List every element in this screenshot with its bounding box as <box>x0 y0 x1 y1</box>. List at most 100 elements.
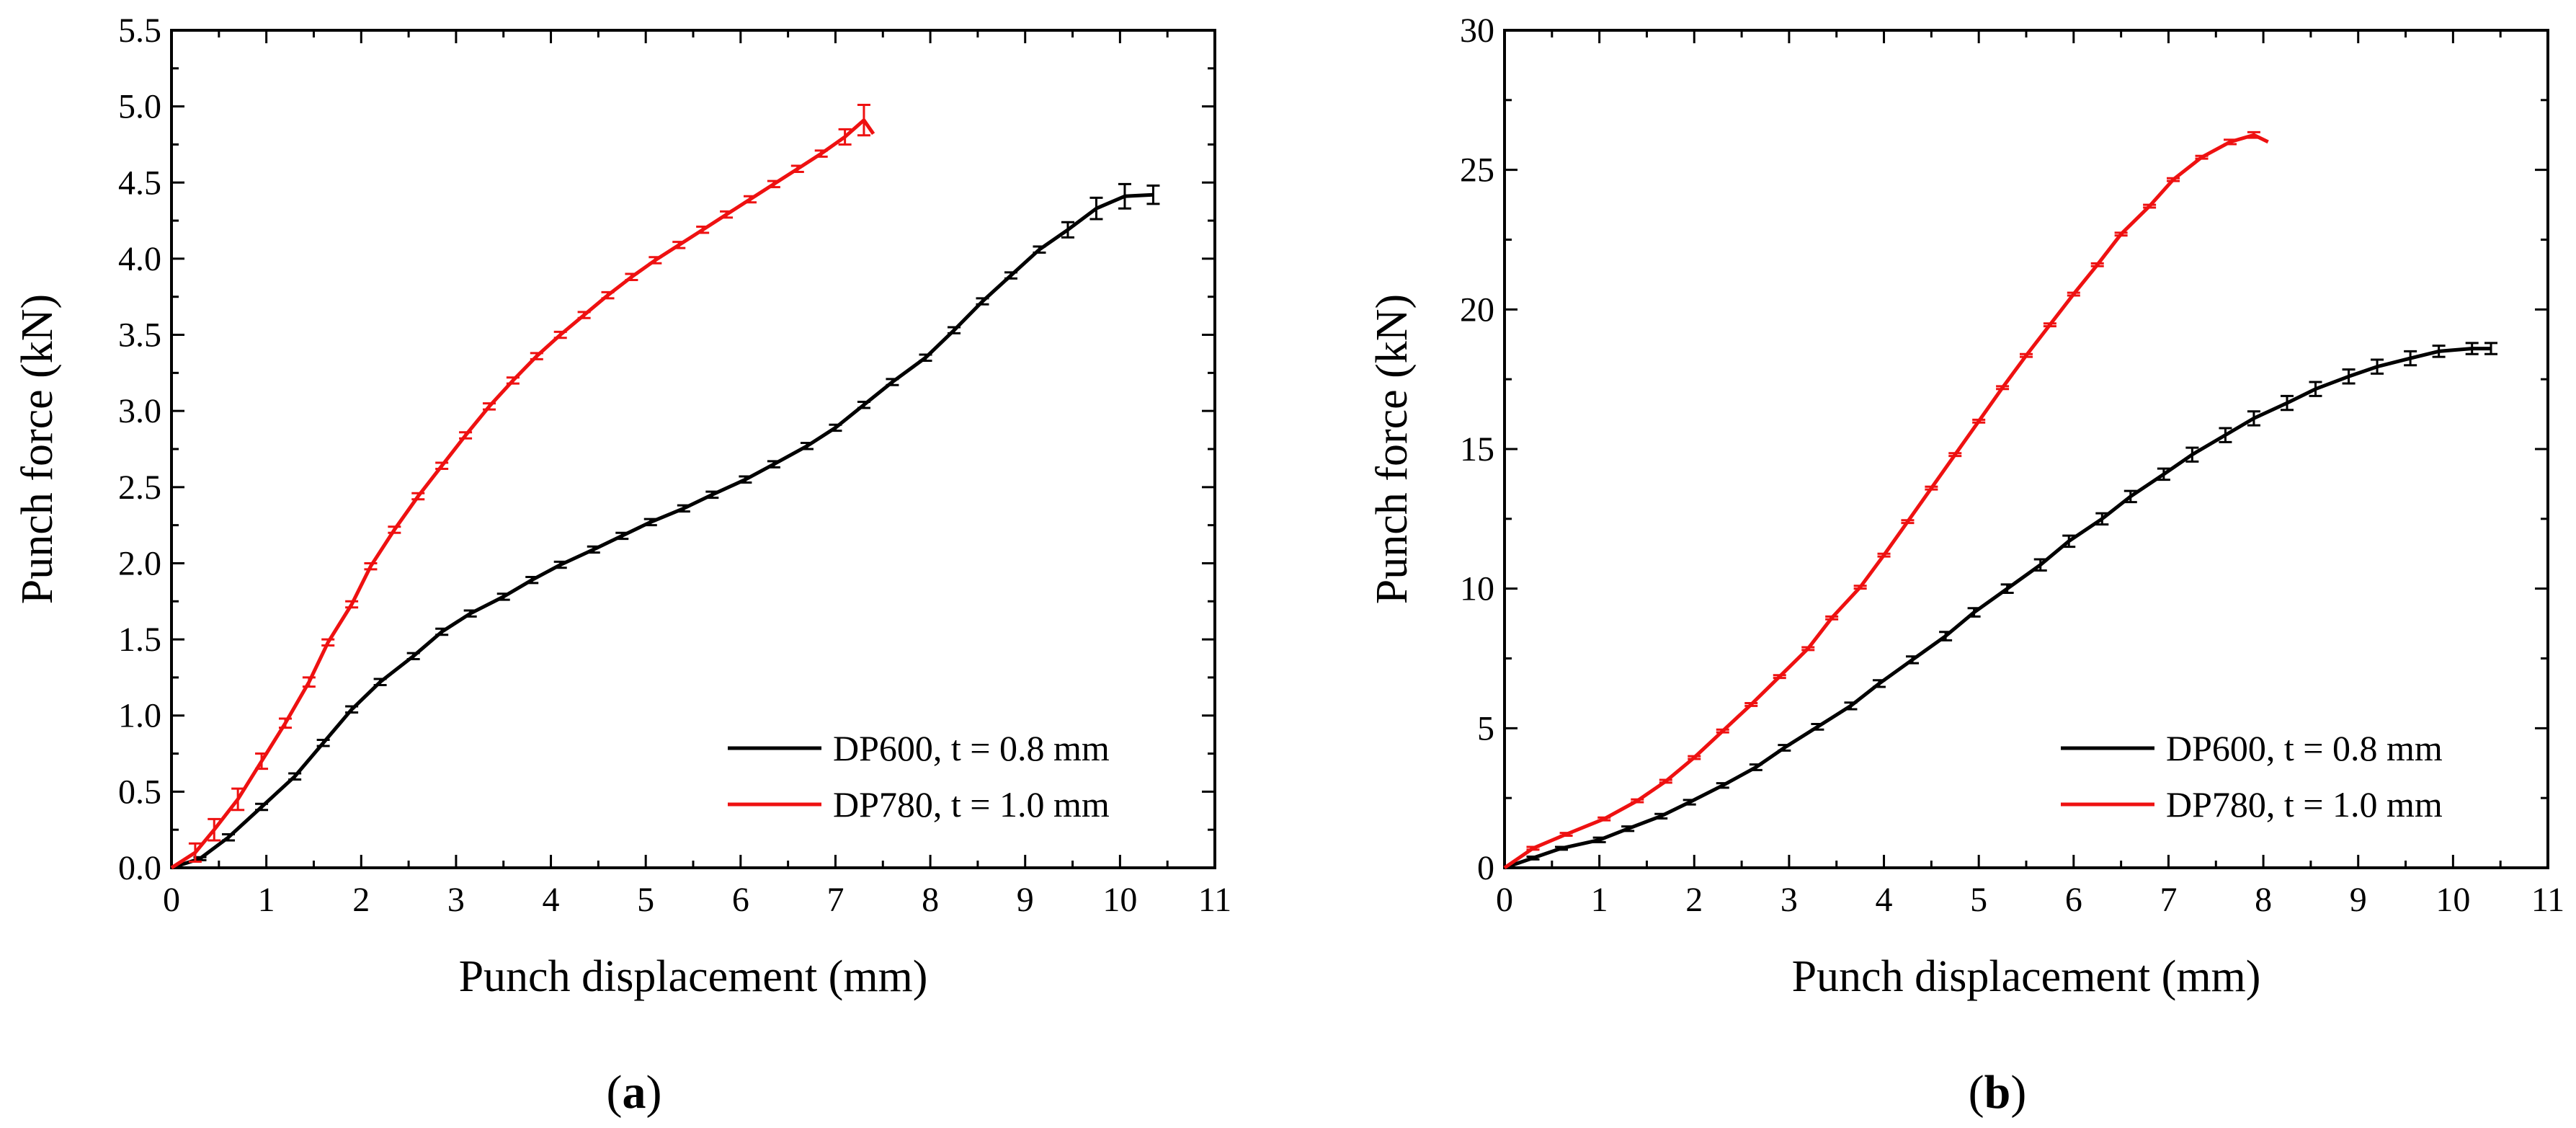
error-bar <box>278 717 292 729</box>
error-bar <box>388 525 401 534</box>
tick-labels: 0 1 2 3 4 5 6 7 8 9 10 11 0 5 10 15 20 25 30 <box>1460 12 2564 919</box>
error-bar <box>1996 385 2010 391</box>
legend: DP600, t = 0.8 mm DP780, t = 1.0 mm <box>728 728 1110 825</box>
y-tick-label: 2.5 <box>118 468 161 507</box>
error-bar <box>1621 825 1635 832</box>
x-tick-label: 9 <box>1017 881 1034 919</box>
error-bar <box>743 195 757 204</box>
error-bar <box>435 461 449 470</box>
y-tick-label: 5.5 <box>118 12 161 50</box>
legend-label-dp600: DP600, t = 0.8 mm <box>2166 728 2443 768</box>
error-bar <box>373 678 387 686</box>
x-axis-label: Punch displacement (mm) <box>1792 952 2261 1001</box>
error-bar <box>829 423 842 432</box>
error-bar <box>1592 836 1606 843</box>
error-bar <box>1004 271 1017 280</box>
error-bar <box>1801 646 1815 652</box>
error-bar <box>577 311 591 319</box>
y-tick-label: 4.0 <box>118 240 161 278</box>
error-bar <box>1559 832 1573 837</box>
tick-labels: 0 1 2 3 4 5 6 7 8 9 10 11 0.0 0.5 1.0 1.5 2.0 2.5 3.0 3.5 4.… <box>118 12 1231 919</box>
error-bar <box>2185 446 2199 463</box>
x-tick-label: 8 <box>2255 881 2272 919</box>
error-bar <box>463 609 477 618</box>
x-axis-label: Punch displacement (mm) <box>459 952 928 1001</box>
error-bar <box>2062 534 2076 549</box>
chart-panel-b: 0 1 2 3 4 5 6 7 8 9 10 11 0 5 10 15 20 25 30 Punch displac… <box>1368 12 2564 1119</box>
y-tick-label: 3.5 <box>118 316 161 355</box>
error-bar <box>1554 845 1568 851</box>
error-bar <box>1654 812 1668 820</box>
error-bar <box>321 638 335 647</box>
error-bar <box>677 504 690 513</box>
error-bar <box>1631 798 1644 804</box>
panel-letter: a <box>623 1066 646 1119</box>
error-bar <box>2404 350 2417 367</box>
x-tick-label: 1 <box>258 881 275 919</box>
error-bar <box>1061 221 1074 239</box>
error-bar <box>411 492 425 501</box>
error-bar <box>2000 583 2014 594</box>
error-bar <box>948 326 961 334</box>
axis-ticks <box>1503 29 2549 869</box>
error-bar <box>255 802 269 812</box>
y-tick-label: 20 <box>1460 290 1494 329</box>
y-tick-label: 2.0 <box>118 544 161 582</box>
error-bar <box>1877 552 1891 558</box>
y-axis-label: Punch force (kN) <box>13 294 62 604</box>
error-bar <box>2224 138 2237 146</box>
error-bar <box>1778 744 1791 752</box>
error-bar <box>1906 655 1920 665</box>
error-bar <box>767 460 780 468</box>
error-bar <box>2123 489 2137 504</box>
error-bar <box>364 561 378 571</box>
error-bar <box>601 290 615 300</box>
error-bar <box>1526 856 1540 861</box>
error-bar <box>587 545 600 554</box>
error-bar <box>2342 368 2356 385</box>
error-bar <box>1844 701 1858 711</box>
error-bar <box>919 353 932 362</box>
error-bar <box>208 817 221 842</box>
error-bar <box>1659 778 1672 784</box>
error-bar <box>2371 358 2384 375</box>
x-tick-label: 0 <box>163 881 180 919</box>
x-tick-label: 11 <box>2531 881 2564 919</box>
error-bar <box>302 676 316 688</box>
error-bar <box>1744 701 1758 707</box>
error-bar <box>345 705 359 714</box>
y-axis-label: Punch force (kN) <box>1368 294 1417 604</box>
x-tick-label: 5 <box>637 881 654 919</box>
x-tick-label: 3 <box>1781 881 1798 919</box>
x-tick-label: 2 <box>1685 881 1703 919</box>
y-tick-label: 4.5 <box>118 164 161 202</box>
error-bar <box>1688 755 1701 760</box>
error-bar <box>2219 427 2232 443</box>
legend-label-dp600: DP600, t = 0.8 mm <box>833 728 1110 768</box>
x-tick-label: 3 <box>447 881 465 919</box>
error-bar <box>1749 763 1762 771</box>
error-bar <box>838 128 852 146</box>
error-bar <box>1872 679 1886 688</box>
error-bar <box>2432 345 2446 358</box>
error-bar <box>2033 558 2047 572</box>
y-tick-label: 1.0 <box>118 697 161 735</box>
error-bar <box>672 241 686 249</box>
error-bar <box>790 164 804 173</box>
error-bar <box>643 518 657 527</box>
chart-panel-a: 0 1 2 3 4 5 6 7 8 9 10 11 0.0 0.5 1.0 1.5 2.0 2.5 3.0 3.5 4.… <box>13 12 1231 1119</box>
error-bar <box>2095 512 2109 526</box>
panel-label-a: (a) <box>607 1066 662 1119</box>
error-bar <box>2114 231 2128 237</box>
x-tick-label: 8 <box>922 881 939 919</box>
error-bar <box>1089 196 1103 221</box>
error-bar <box>553 330 567 339</box>
y-tick-label: 5 <box>1477 709 1494 747</box>
error-bar <box>1118 182 1131 210</box>
error-bar <box>2309 381 2322 397</box>
error-bar <box>625 272 638 281</box>
x-tick-label: 1 <box>1591 881 1608 919</box>
error-bar <box>696 226 710 234</box>
error-bar <box>506 376 520 385</box>
x-tick-label: 7 <box>2160 881 2177 919</box>
